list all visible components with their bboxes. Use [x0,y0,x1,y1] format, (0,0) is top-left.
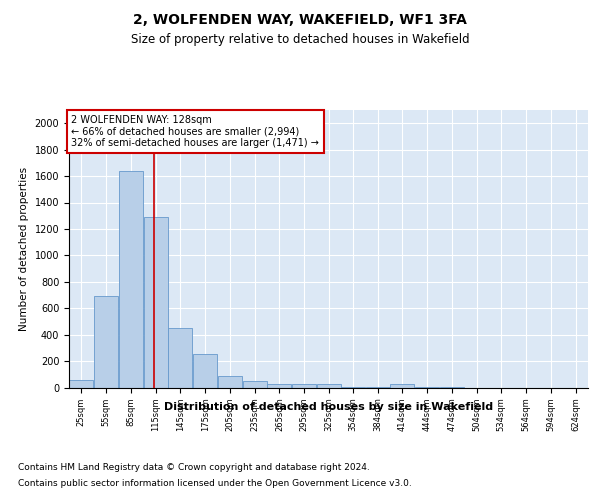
Bar [341,387,365,388]
Bar [317,384,341,388]
Text: Contains HM Land Registry data © Crown copyright and database right 2024.: Contains HM Land Registry data © Crown c… [18,462,370,471]
Bar [415,387,439,388]
Text: Contains public sector information licensed under the Open Government Licence v3: Contains public sector information licen… [18,479,412,488]
Text: Size of property relative to detached houses in Wakefield: Size of property relative to detached ho… [131,32,469,46]
Bar [292,384,316,388]
Bar [365,387,389,388]
Bar [440,387,464,388]
Bar [242,381,266,388]
Bar [70,380,94,388]
Bar [94,296,118,388]
Text: Distribution of detached houses by size in Wakefield: Distribution of detached houses by size … [164,402,493,412]
Text: 2 WOLFENDEN WAY: 128sqm
← 66% of detached houses are smaller (2,994)
32% of semi: 2 WOLFENDEN WAY: 128sqm ← 66% of detache… [71,116,319,148]
Bar [268,384,292,388]
Bar [119,171,143,388]
Y-axis label: Number of detached properties: Number of detached properties [19,166,29,331]
Bar [193,354,217,388]
Bar [143,217,167,388]
Bar [169,328,193,388]
Bar [391,384,415,388]
Text: 2, WOLFENDEN WAY, WAKEFIELD, WF1 3FA: 2, WOLFENDEN WAY, WAKEFIELD, WF1 3FA [133,12,467,26]
Bar [218,376,242,388]
